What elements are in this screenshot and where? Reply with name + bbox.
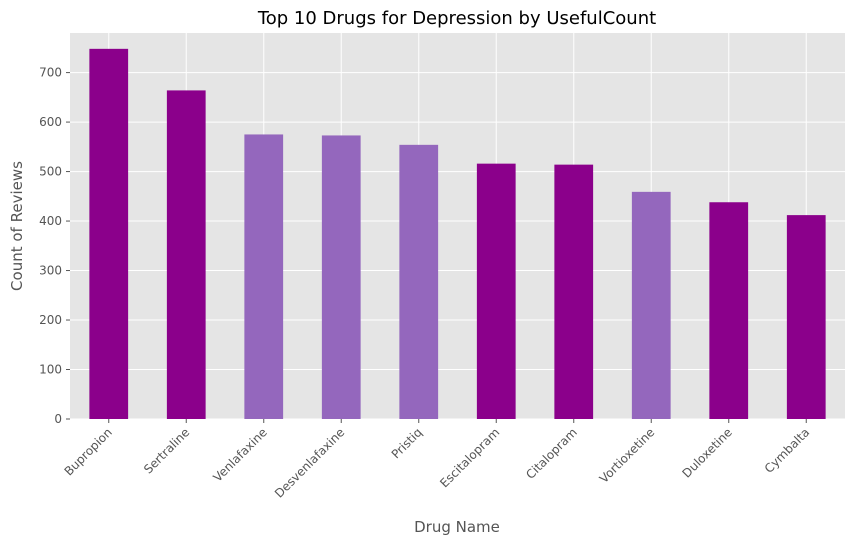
x-tick-label: Sertraline (141, 425, 192, 476)
x-axis-title: Drug Name (414, 518, 500, 536)
x-tick-label: Vortioxetine (597, 425, 658, 486)
bar-escitalopram (476, 163, 516, 419)
y-tick-label: 400 (39, 214, 62, 228)
bar-citalopram (554, 164, 594, 419)
y-tick-label: 300 (39, 264, 62, 278)
x-tick-label: Duloxetine (680, 425, 735, 480)
bar-venlafaxine (244, 134, 284, 419)
x-tick-label: Desvenlafaxine (272, 425, 347, 500)
bar-cymbalta (786, 215, 826, 419)
y-tick-label: 600 (39, 115, 62, 129)
bars (89, 48, 826, 420)
y-axis-title: Count of Reviews (8, 161, 26, 291)
y-tick-label: 200 (39, 313, 62, 327)
y-tick-label: 100 (39, 363, 62, 377)
y-tick-label: 500 (39, 165, 62, 179)
x-tick-label: Cymbalta (762, 425, 813, 476)
y-tick-label: 700 (39, 66, 62, 80)
bar-duloxetine (709, 202, 749, 419)
chart-title: Top 10 Drugs for Depression by UsefulCou… (257, 8, 656, 29)
bar-vortioxetine (631, 191, 671, 419)
x-tick-label: Pristiq (389, 425, 425, 461)
bar-pristiq (399, 144, 439, 420)
x-tick-label: Bupropion (62, 425, 115, 478)
x-ticks: Bupropion Sertraline Venlafaxine Desvenlafa… (62, 419, 813, 501)
bar-sertraline (166, 90, 206, 420)
y-ticks: 0 100 200 300 400 500 600 700 (39, 66, 70, 426)
y-tick-label: 0 (54, 412, 62, 426)
x-tick-label: Escitalopram (437, 425, 502, 490)
x-tick-label: Citalopram (523, 425, 580, 482)
bar-desvenlafaxine (321, 135, 361, 419)
x-tick-label: Venlafaxine (210, 425, 269, 484)
bar-bupropion (89, 48, 129, 419)
